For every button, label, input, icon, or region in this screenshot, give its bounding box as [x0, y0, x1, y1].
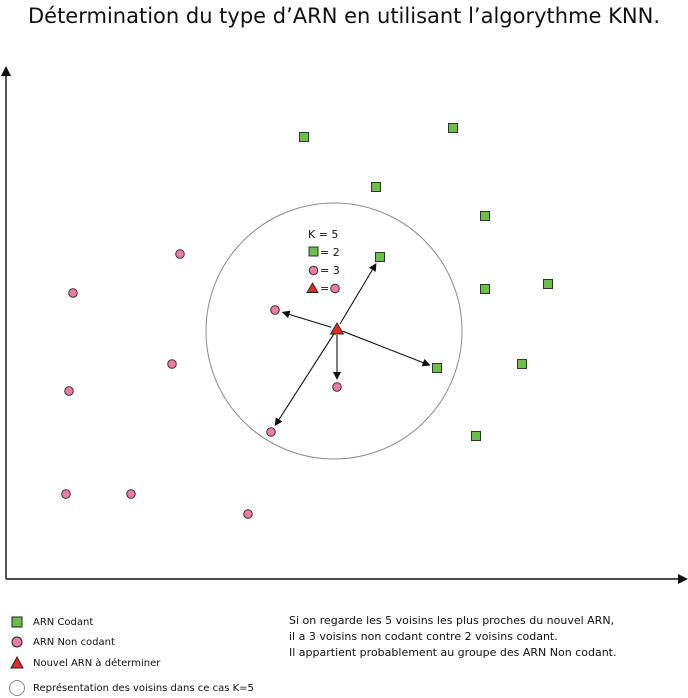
coding-point — [480, 284, 490, 294]
legend-noncoding-label: ARN Non codant — [33, 636, 115, 648]
legend-new-label: Nouvel ARN à déterminer — [33, 657, 161, 669]
new-rna-point — [329, 322, 345, 335]
note-line-1: Si on regarde les 5 voisins les plus pro… — [289, 614, 615, 627]
k-result-eq: = — [320, 282, 329, 295]
legend-noncoding: ARN Non codant — [8, 633, 115, 651]
noncoding-point — [61, 489, 71, 499]
noncoding-point — [64, 386, 74, 396]
coding-point — [471, 431, 481, 441]
k-label: K = 5 — [308, 228, 338, 241]
neighbor-arrows — [274, 263, 431, 427]
legend-neighbors-label: Représentation des voisins dans ce cas K… — [33, 682, 254, 694]
note-line-2: il a 3 voisins non codant contre 2 voisi… — [289, 630, 558, 643]
pink-circle-icon — [11, 636, 23, 648]
legend-coding: ARN Codant — [8, 613, 93, 631]
neighbor-arrow — [342, 330, 431, 367]
k-summary: K = 5 = 2 = 3 = — [306, 228, 340, 295]
k-noncoding-count: = 3 — [320, 264, 340, 277]
green-square-icon — [11, 616, 23, 628]
k-noncoding-circle-icon — [308, 265, 319, 276]
outline-circle-icon — [9, 680, 25, 696]
y-axis-arrow-icon — [1, 66, 11, 76]
new-point — [329, 322, 345, 335]
coding-point — [299, 132, 309, 142]
neighbor-arrow — [339, 263, 377, 325]
red-triangle-icon — [10, 655, 24, 669]
k-new-triangle-icon — [306, 282, 319, 293]
neighbor-arrow — [274, 333, 335, 427]
noncoding-point — [270, 305, 280, 315]
diagram-title: Détermination du type d’ARN en utilisant… — [27, 4, 661, 28]
k-result-circle-icon — [330, 283, 340, 294]
noncoding-point — [175, 249, 185, 259]
legend-new: Nouvel ARN à déterminer — [8, 654, 160, 672]
coding-point — [432, 363, 442, 373]
coding-point — [375, 252, 385, 262]
noncoding-point — [332, 382, 342, 392]
noncoding-point — [243, 509, 253, 519]
k-coding-count: = 2 — [320, 246, 340, 259]
noncoding-point — [167, 359, 177, 369]
noncoding-point — [266, 427, 276, 437]
noncoding-point — [126, 489, 136, 499]
k-coding-square-icon — [308, 246, 319, 257]
coding-point — [517, 359, 527, 369]
neighbor-circle — [205, 202, 463, 460]
noncoding-point — [68, 288, 78, 298]
noncoding-points — [61, 249, 342, 519]
explanation-note: Si on regarde les 5 voisins les plus pro… — [289, 613, 616, 661]
coding-point — [480, 211, 490, 221]
coding-point — [543, 279, 553, 289]
legend-coding-label: ARN Codant — [33, 616, 94, 628]
coding-points — [299, 123, 553, 441]
coding-point — [448, 123, 458, 133]
neighbor-arrow — [281, 310, 332, 328]
x-axis-arrow-icon — [678, 574, 688, 584]
coding-point — [371, 182, 381, 192]
legend-neighbors: Représentation des voisins dans ce cas K… — [8, 679, 254, 697]
note-line-3: Il appartient probablement au groupe des… — [289, 646, 617, 659]
